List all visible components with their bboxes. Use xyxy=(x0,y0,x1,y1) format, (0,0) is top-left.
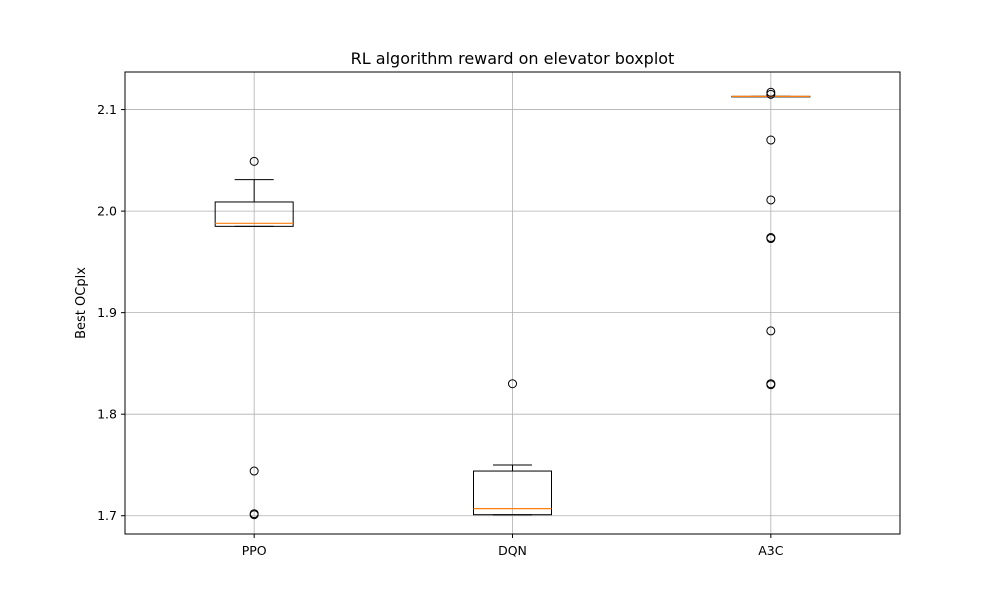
box-series xyxy=(214,87,811,520)
outlier-point xyxy=(766,89,776,99)
box-body xyxy=(214,201,294,227)
outlier-point xyxy=(766,135,776,145)
box-group-ppo xyxy=(214,156,294,520)
y-tick-label: 1.8 xyxy=(97,407,117,422)
box-body xyxy=(473,470,552,516)
x-tick-label: PPO xyxy=(242,543,267,558)
x-tick-label: DQN xyxy=(498,543,527,558)
y-tick-label: 2.0 xyxy=(97,204,117,219)
grid-lines xyxy=(125,72,900,534)
outlier-point xyxy=(249,156,259,166)
box-group-a3c xyxy=(731,87,811,390)
y-tick-label: 2.1 xyxy=(97,102,117,117)
y-axis-label: Best OCplx xyxy=(74,267,89,339)
outlier-point xyxy=(766,234,776,244)
chart-title: RL algorithm reward on elevator boxplot xyxy=(351,49,675,68)
outlier-point xyxy=(249,466,259,476)
outlier-point xyxy=(766,326,776,336)
axis-ticks: 1.7 1.8 1.9 2.0 2.1 PPO DQN A3C xyxy=(97,102,784,558)
outlier-point xyxy=(249,510,259,520)
x-tick-label: A3C xyxy=(758,543,784,558)
outlier-point xyxy=(766,380,776,390)
outlier-point xyxy=(766,195,776,205)
outlier-point xyxy=(508,379,517,389)
y-tick-label: 1.9 xyxy=(97,305,117,320)
y-tick-label: 1.7 xyxy=(97,508,117,523)
box-group-dqn xyxy=(473,379,552,516)
